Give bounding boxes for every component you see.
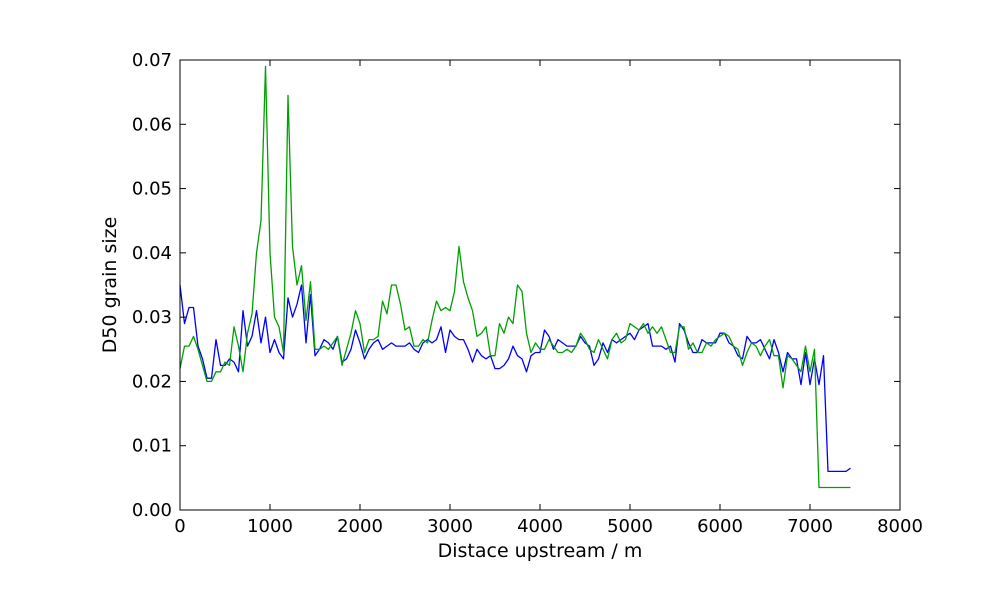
y-axis-label: D50 grain size	[99, 217, 121, 354]
x-tick-label: 7000	[787, 516, 833, 537]
series-line-2	[179, 65, 851, 489]
ticks-layer: 0 1000 2000 3000 4000 5000 6000 7000 8000 0.00 0.0…	[132, 50, 923, 537]
y-tick-label: 0.07	[132, 50, 172, 71]
y-tick-label: 0.02	[132, 371, 172, 392]
y-tick-label: 0.04	[132, 243, 172, 264]
x-tick-label: 0	[174, 516, 185, 537]
y-tick-label: 0.00	[132, 500, 172, 521]
x-tick-label: 3000	[427, 516, 473, 537]
y-tick-label: 0.01	[132, 436, 172, 457]
y-tick-label: 0.06	[132, 114, 172, 135]
y-tick-label: 0.03	[132, 307, 172, 328]
x-tick-label: 1000	[247, 516, 293, 537]
series-line-1	[179, 284, 851, 473]
x-tick-label: 6000	[697, 516, 743, 537]
y-tick-label: 0.05	[132, 179, 172, 200]
x-axis-label: Distace upstream / m	[438, 540, 643, 562]
x-tick-label: 2000	[337, 516, 383, 537]
x-tick-label: 5000	[607, 516, 653, 537]
x-tick-label: 4000	[517, 516, 563, 537]
x-tick-label: 8000	[877, 516, 923, 537]
series-layer	[179, 65, 851, 489]
